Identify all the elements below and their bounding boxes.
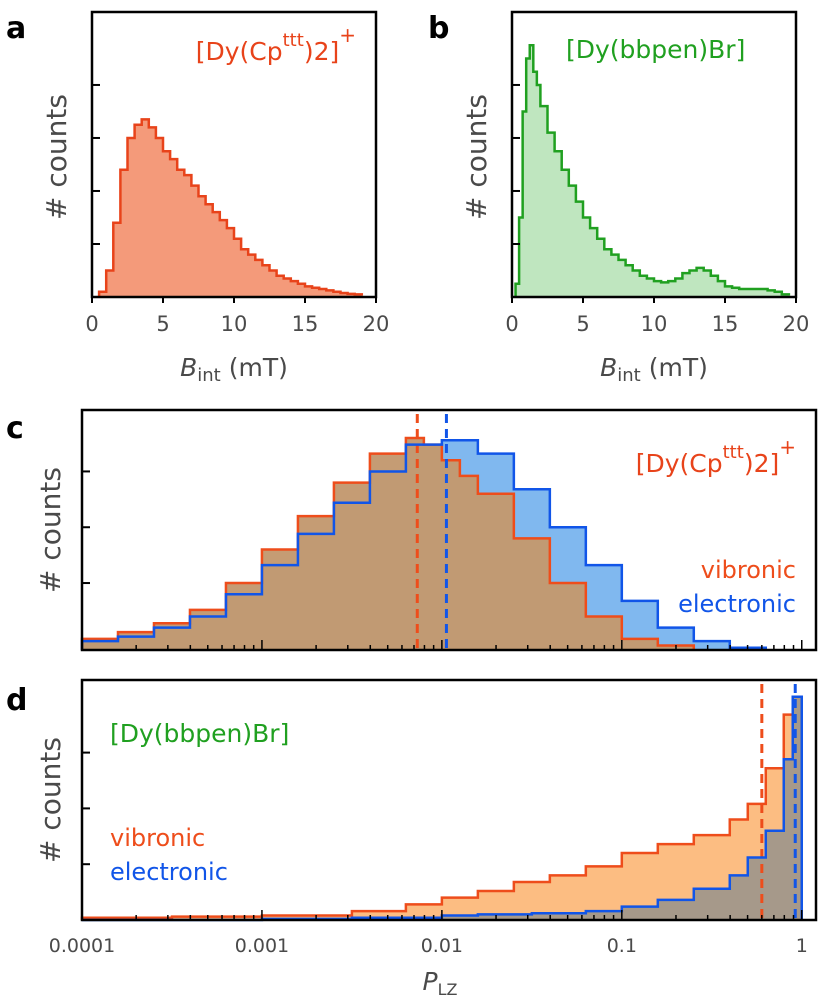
panel-c-marks <box>80 414 803 650</box>
panel-a-xtick-label-1: 5 <box>156 312 169 336</box>
panel-d-xtick-label-4: 1 <box>796 935 808 957</box>
panel-b-hist-fill <box>515 45 789 297</box>
panel-label-b: b <box>428 11 449 46</box>
panel-d-legend-electronic: electronic <box>110 858 228 886</box>
panel-b-xlabel: Bint (mT) <box>600 353 708 386</box>
panel-a-hist-fill <box>99 119 362 297</box>
panel-c: c # counts [Dy(Cpttt)2]+ vibronic electr… <box>6 408 818 652</box>
panel-c-legend-electronic: electronic <box>678 590 796 618</box>
panel-d-xtick-label-3: 0.1 <box>607 935 637 957</box>
panel-a-xtick-label-2: 10 <box>221 312 248 336</box>
panel-b-marks <box>512 43 791 297</box>
panel-d-title: [Dy(bbpen)Br] <box>110 719 289 748</box>
panel-b-xtick-label-3: 15 <box>712 312 739 336</box>
panel-d-frame <box>80 678 818 922</box>
panel-c-legend-vibronic: vibronic <box>701 556 796 584</box>
panel-d: d # counts [Dy(bbpen)Br] vibronic electr… <box>6 678 818 999</box>
panel-c-title: [Dy(Cpttt)2]+ <box>636 435 796 478</box>
panel-label-c: c <box>6 411 24 446</box>
panel-a-xtick-label-4: 20 <box>363 312 390 336</box>
panel-d-xticks: 0.0001 0.001 0.01 0.1 1 <box>49 935 808 957</box>
panel-b-ylabel: # counts <box>460 94 493 220</box>
panel-a-xtick-label-3: 15 <box>292 312 319 336</box>
panel-b-xtick-label-4: 20 <box>783 312 810 336</box>
panel-a-title: [Dy(Cpttt)2]+ <box>196 23 356 66</box>
panel-d-marks <box>80 684 804 922</box>
panel-d-legend-vibronic: vibronic <box>110 824 205 852</box>
panel-d-xtick-label-1: 0.001 <box>235 935 289 957</box>
panel-c-overlap-fill <box>82 437 694 650</box>
panel-d-xlabel: PLZ <box>423 967 458 999</box>
panel-a-marks <box>92 83 364 297</box>
panel-b-xtick-label-2: 10 <box>641 312 668 336</box>
panel-a-xtick-label-0: 0 <box>85 312 98 336</box>
panel-a: a # counts [Dy(Cpttt)2]+ 0 5 10 15 20 Bint (m… <box>6 10 389 386</box>
panel-d-ylabel: # counts <box>34 737 67 863</box>
panel-b-title: [Dy(bbpen)Br] <box>566 35 745 64</box>
panel-d-overlap-fill <box>82 696 802 920</box>
panel-a-ylabel: # counts <box>40 94 73 220</box>
panel-b-xtick-label-1: 5 <box>576 312 589 336</box>
panel-a-hist-line <box>97 118 364 297</box>
panel-b-hist-line <box>514 43 791 297</box>
panel-c-electronic-line <box>80 438 768 650</box>
panel-b-xticks: 0 5 10 15 20 <box>505 297 809 336</box>
panel-b-xtick-label-0: 0 <box>505 312 518 336</box>
panel-d-xtick-label-0: 0.0001 <box>49 935 115 957</box>
panel-b: b # counts [Dy(bbpen)Br] 0 5 10 15 20 Bint (m… <box>428 10 809 386</box>
panel-label-d: d <box>6 683 27 718</box>
panel-a-xticks: 0 5 10 15 20 <box>85 297 389 336</box>
panel-d-vibronic-line <box>80 695 804 920</box>
panel-d-xtick-label-2: 0.01 <box>421 935 463 957</box>
panel-c-ylabel: # counts <box>34 467 67 593</box>
panel-c-frame <box>80 408 818 652</box>
panel-label-a: a <box>6 11 26 46</box>
panel-a-xlabel: Bint (mT) <box>180 353 288 386</box>
